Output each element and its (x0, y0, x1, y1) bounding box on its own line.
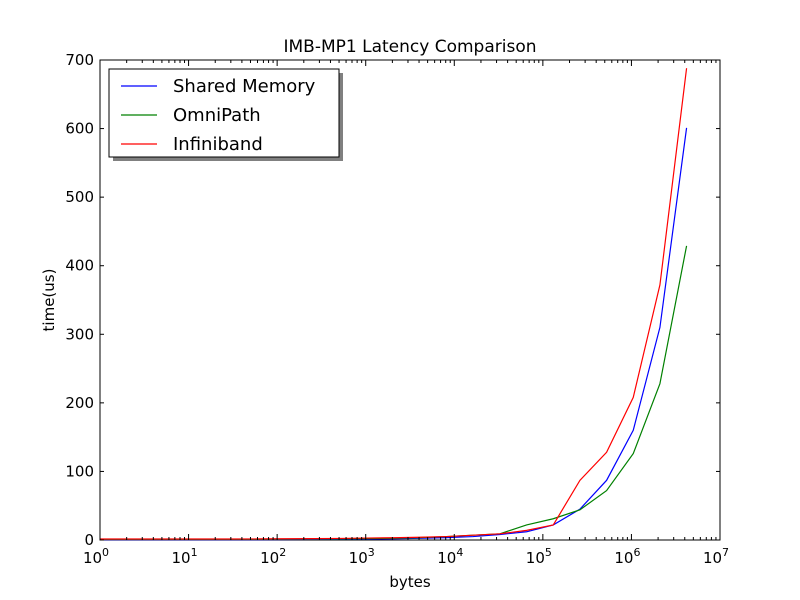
x-tick-label: 101 (172, 546, 198, 567)
legend-label: OmniPath (173, 105, 261, 126)
x-tick-exponent: 3 (368, 546, 375, 559)
x-tick-exponent: 1 (191, 546, 198, 559)
x-tick-label: 106 (614, 546, 640, 567)
x-tick-label: 103 (349, 546, 375, 567)
y-tick-label: 500 (65, 188, 94, 206)
x-tick-base: 10 (349, 549, 368, 567)
x-tick-label: 100 (83, 546, 109, 567)
x-tick-label: 107 (703, 546, 729, 567)
series-line-infiniband (100, 68, 688, 540)
legend: Shared Memory OmniPath Infiniband (108, 68, 343, 161)
x-tick-exponent: 2 (279, 546, 286, 559)
y-tick-label: 0 (84, 531, 94, 549)
x-tick-exponent: 6 (633, 546, 640, 559)
x-tick-exponent: 5 (545, 546, 552, 559)
x-axis-label: bytes (389, 573, 431, 591)
x-tick-base: 10 (703, 549, 722, 567)
y-tick-label: 300 (65, 325, 94, 343)
x-tick-base: 10 (83, 549, 102, 567)
x-tick-exponent: 7 (722, 546, 729, 559)
x-tick-base: 10 (526, 549, 545, 567)
legend-label: Infiniband (173, 134, 263, 155)
x-tick-exponent: 0 (102, 546, 109, 559)
y-tick-label: 200 (65, 394, 94, 412)
chart-title: IMB-MP1 Latency Comparison (284, 37, 537, 57)
y-tick-label: 700 (65, 51, 94, 69)
x-tick-label: 104 (437, 546, 463, 567)
series-lines (100, 68, 688, 541)
x-tick-label: 105 (526, 546, 552, 567)
y-tick-label: 100 (65, 462, 94, 480)
y-axis-label: time(us) (40, 269, 58, 332)
y-tick-label: 400 (65, 257, 94, 275)
x-tick-base: 10 (172, 549, 191, 567)
x-tick-exponent: 4 (456, 546, 463, 559)
x-tick-base: 10 (260, 549, 279, 567)
legend-label: Shared Memory (173, 76, 316, 97)
legend-box (108, 68, 340, 158)
x-tick-base: 10 (614, 549, 633, 567)
x-tick-label: 102 (260, 546, 286, 567)
x-tick-base: 10 (437, 549, 456, 567)
y-tick-label: 600 (65, 120, 94, 138)
